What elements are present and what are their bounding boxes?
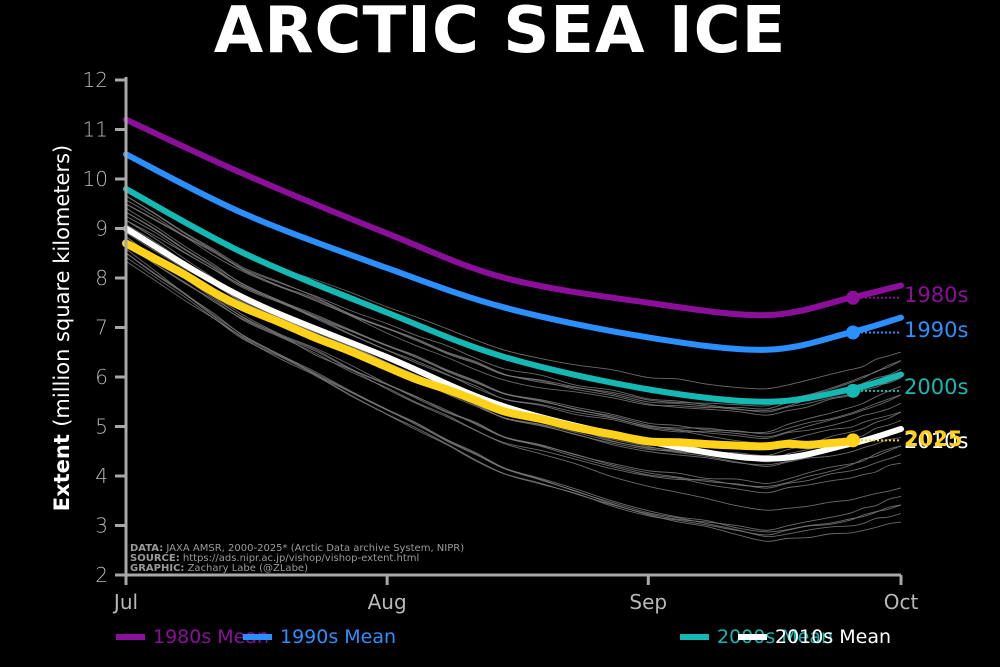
source-note: SOURCE: https://ads.nipr.ac.jp/vishop/vi…: [130, 553, 419, 564]
data-note: DATA: JAXA AMSR, 2000-2025* (Arctic Data…: [130, 543, 464, 554]
line-2000s-mean: [123, 185, 904, 405]
end-label-1990s: 1990s: [904, 318, 968, 342]
y-tick-label: 2: [95, 563, 108, 587]
line-1990s-mean: [123, 151, 904, 353]
y-tick-label: 7: [95, 316, 108, 340]
end-label-2010s: 2010s: [904, 429, 968, 453]
decadal-mean-lines: [122, 116, 904, 462]
axes: 2 3 4 5 6 7 8 9 10 11 12 Jul Aug Sep Oct: [83, 68, 919, 614]
marker-1990s: [846, 325, 860, 340]
end-label-1980s: 1980s: [904, 283, 968, 307]
legend-label: 1990s Mean: [280, 626, 397, 648]
legend-label: 2000s Mean: [717, 626, 834, 648]
legend-item-2010s: 2010s Mean: [738, 626, 891, 648]
y-tick-label: 10: [83, 167, 108, 191]
chart-title: ARCTIC SEA ICE: [213, 0, 787, 68]
marker-2025: [846, 433, 860, 448]
legend-swatch: [243, 634, 272, 640]
marker-1980s: [846, 290, 860, 305]
graphic-note: GRAPHIC: Zachary Labe (@ZLabe): [130, 563, 308, 574]
y-axis-label: Extent (million square kilometers): [50, 145, 74, 512]
y-tick-label: 4: [95, 464, 108, 488]
line-2025: [122, 239, 855, 451]
y-tick-label: 3: [95, 514, 108, 538]
legend-item-2000s: 2000s Mean: [680, 626, 833, 648]
line-1980s-mean: [123, 116, 904, 319]
marker-2000s: [846, 383, 860, 398]
legend-swatch: [116, 634, 145, 640]
legend-label: 1980s Mean: [153, 626, 270, 648]
y-tick-label: 8: [95, 266, 108, 290]
y-tick-label: 9: [95, 217, 108, 241]
x-tick-label: Sep: [629, 590, 667, 614]
y-tick-label: 5: [95, 415, 108, 439]
y-tick-label: 11: [83, 118, 108, 142]
line-2010s-mean: [123, 225, 904, 462]
x-tick-label: Aug: [368, 590, 407, 614]
legend-item-1990s: 1990s Mean: [243, 626, 396, 648]
x-tick-label: Oct: [884, 590, 919, 614]
legend-swatch: [680, 634, 709, 640]
y-tick-label: 6: [95, 365, 108, 389]
legend-label: 2010s Mean: [775, 626, 892, 648]
y-tick-label: 12: [83, 68, 108, 92]
end-label-2025: 2025: [904, 427, 962, 451]
yearly-thin-lines: [125, 191, 902, 542]
legend-item-1980s: 1980s Mean: [116, 626, 269, 648]
legend-swatch: [738, 634, 767, 640]
x-tick-label: Jul: [112, 590, 138, 614]
end-label-2000s: 2000s: [904, 375, 968, 399]
